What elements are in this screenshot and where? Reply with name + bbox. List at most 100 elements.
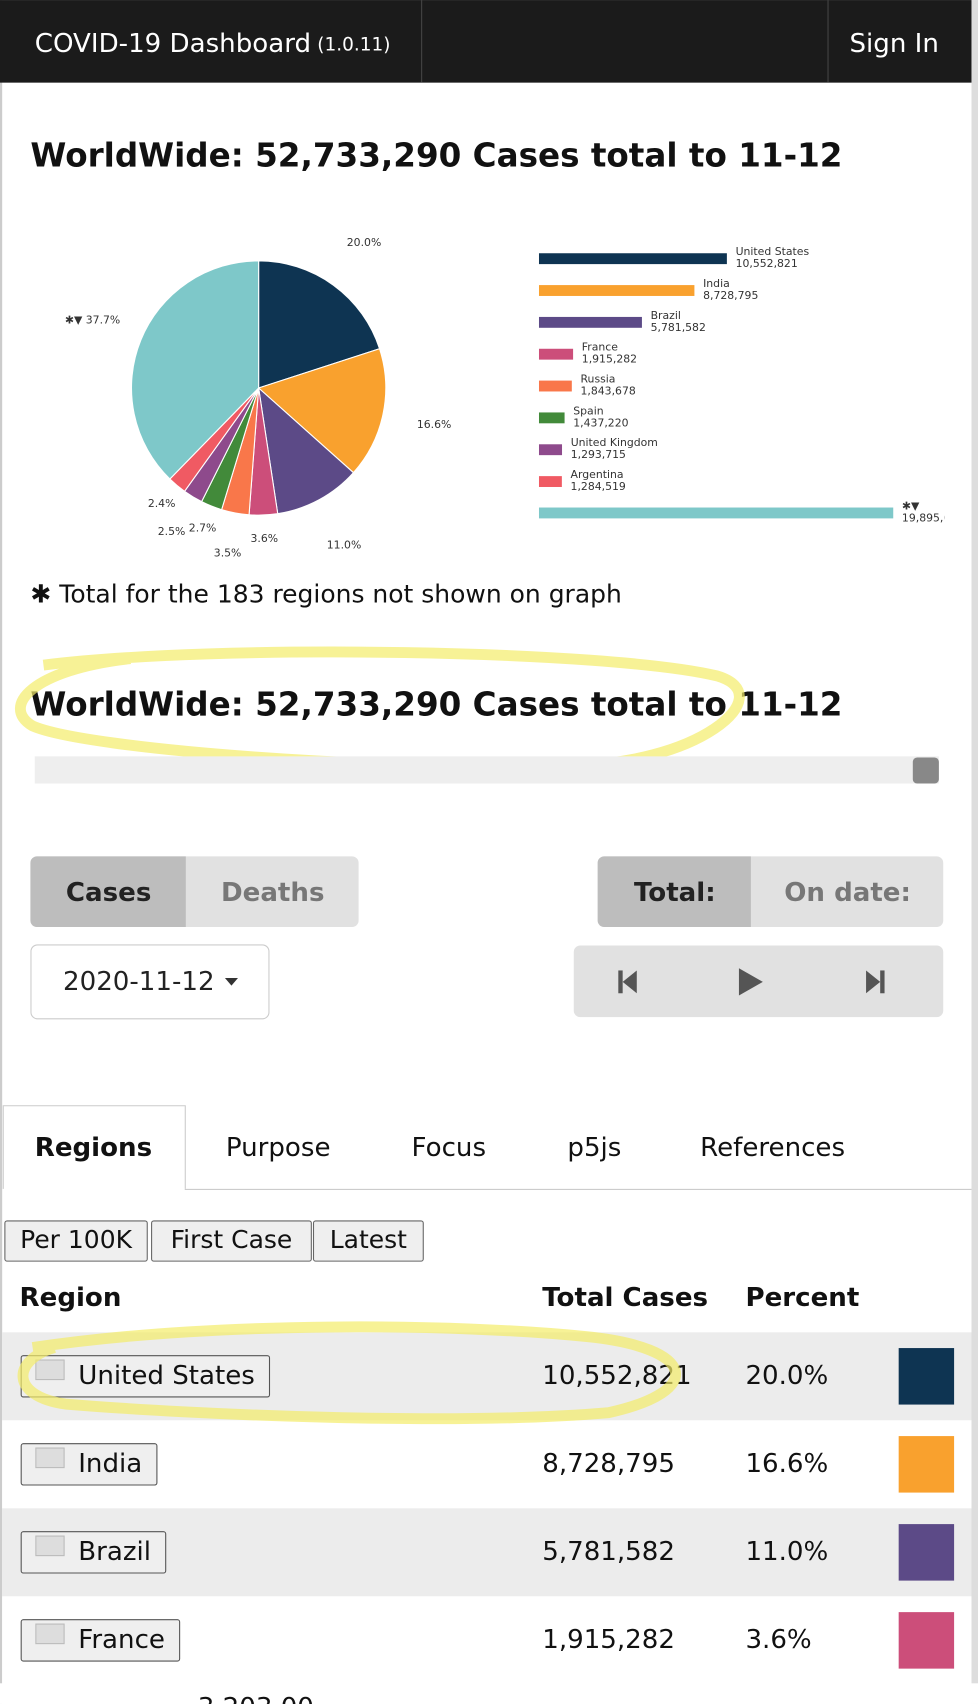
region-name[interactable]: India [78,1449,142,1479]
region-name[interactable]: France [78,1625,165,1655]
app-title[interactable]: COVID-19 Dashboard [35,29,311,59]
flag [35,1535,65,1557]
footer-area [0,1683,978,1704]
color-swatch [898,1524,955,1581]
flag [35,1447,65,1469]
tab-active[interactable] [2,1105,186,1189]
bar-value: 8,728,795 [703,289,758,302]
percent: 3.6% [745,1625,811,1655]
playback-icons[interactable] [618,968,885,996]
total-cases: 5,781,582 [542,1537,675,1567]
slice-label: 16.6% [417,418,452,431]
bar [538,316,642,328]
bar [538,380,572,392]
color-swatch [898,1348,955,1405]
bar [538,444,563,456]
bar [538,412,565,424]
bar-name: United States [736,245,810,258]
tab[interactable]: Regions [35,1133,152,1163]
region-name[interactable]: Brazil [78,1537,151,1567]
tab[interactable]: Purpose [226,1133,331,1163]
cut-off-text: 3,203.00 [198,1693,314,1704]
button-label[interactable]: Cases [66,878,151,908]
slice-label: 11.0% [327,539,362,552]
slice-label: ✱▼ 37.7% [65,313,120,326]
pie-slice [130,260,260,480]
slice-label: 3.6% [251,532,279,545]
bar [538,476,562,487]
header [0,0,972,83]
bar-name: Russia [581,373,616,386]
bar-name: Spain [573,404,603,417]
slider-track[interactable] [34,756,939,784]
slice-label: 20.0% [347,236,382,249]
bar-value: 1,437,220 [573,416,628,429]
table-body: United States 10,552,821 20.0%India 8,728,7… [2,1332,972,1685]
region-name[interactable]: United States [78,1361,255,1391]
total-cases: 1,915,282 [542,1625,675,1655]
bar [538,285,695,296]
bar [538,253,727,265]
button-active[interactable] [30,856,186,927]
bar-name: ✱▼ [902,499,920,512]
table-row [2,1420,972,1509]
footnote: ✱ Total for the 183 regions not shown on… [30,580,621,609]
bar-name: Argentina [571,468,624,481]
bar-value: 19,895,678 [902,511,964,524]
sign-in[interactable]: Sign In [849,29,938,59]
bar-value: 1,915,282 [582,353,637,366]
bar-value: 5,781,582 [651,321,706,334]
tab[interactable]: Focus [412,1133,486,1163]
tab[interactable]: p5js [567,1133,621,1163]
button-active[interactable] [597,856,751,927]
edge [971,0,978,1704]
flag [35,1359,65,1381]
column-header: Region [20,1283,122,1313]
button-label[interactable]: On date: [784,878,911,908]
column-header: Total Cases [542,1283,708,1313]
slice-label: 2.5% [158,525,186,538]
bar [538,507,894,519]
bar-value: 1,293,715 [571,448,626,461]
highlight [17,1321,681,1425]
color-swatch [898,1612,955,1669]
bar-name: India [703,277,730,290]
summary-title: WorldWide: 52,733,290 Cases total to 11-… [30,137,842,175]
bar-value: 1,843,678 [581,384,636,397]
date-select[interactable] [30,944,270,1020]
bar-value: 1,284,519 [571,480,626,493]
bar-name: France [582,341,618,354]
date-value[interactable]: 2020-11-12 [63,967,215,997]
percent: 20.0% [745,1361,828,1391]
sort-button[interactable] [151,1220,312,1262]
color-swatch [898,1436,955,1493]
sort-label[interactable]: Latest [330,1225,407,1254]
percent: 11.0% [745,1537,828,1567]
slider-title: WorldWide: 52,733,290 Cases total to 11-… [30,685,842,723]
tab[interactable]: References [700,1133,845,1163]
slice-label: 2.7% [189,521,217,534]
sort-label[interactable]: Per 100K [20,1225,132,1254]
flag [35,1623,65,1645]
percent: 16.6% [745,1449,828,1479]
pie-slice [258,260,381,389]
pie-slice [257,348,387,474]
slider-thumb[interactable] [912,757,939,784]
sort-label[interactable]: First Case [171,1225,293,1254]
sort-button[interactable] [4,1220,148,1262]
dropdown-arrow [224,978,238,986]
sort-button[interactable] [312,1220,424,1262]
button-label[interactable]: Total: [634,878,716,908]
pie-slice [257,386,355,515]
slice-label: 2.4% [148,497,176,510]
app-version: (1.0.11) [317,35,390,56]
bar [538,348,574,360]
slice-label: 3.5% [214,547,242,560]
bar-value: 10,552,821 [736,257,798,270]
edge [0,0,3,1704]
column-header: Percent [745,1283,859,1313]
button-label[interactable]: Deaths [221,878,324,908]
pie-chart: 20.0% 16.6% 11.0% 3.6% 3.5% 2.7%2.5% 2.4% ✱▼ 37… [65,236,451,560]
bar-name: Brazil [651,309,681,322]
